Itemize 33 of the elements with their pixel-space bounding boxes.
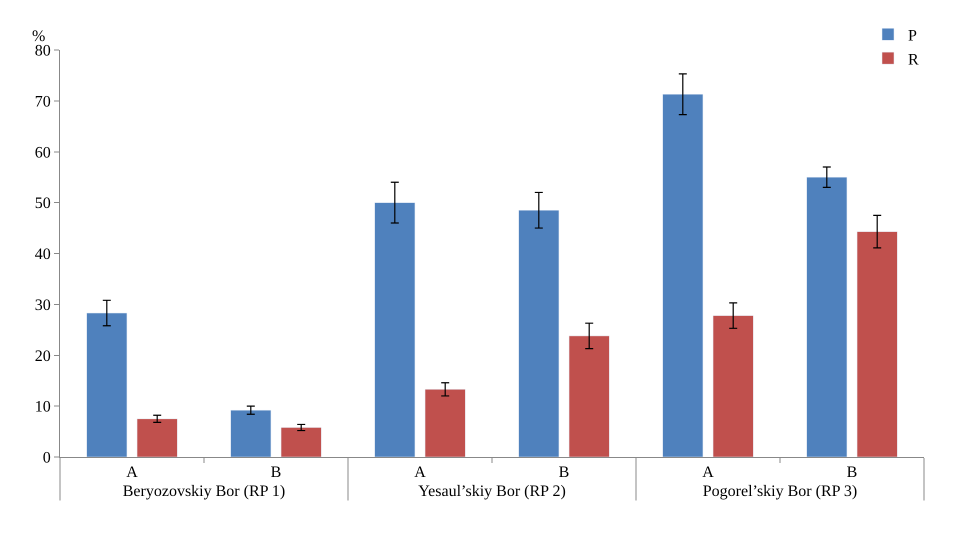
bar <box>136 418 178 457</box>
bar <box>856 231 898 457</box>
bar <box>568 336 610 457</box>
y-tick-label: 30 <box>34 296 51 314</box>
y-tick-label: 60 <box>34 144 51 162</box>
y-tick-label: 80 <box>34 42 51 60</box>
legend-label: P <box>908 28 917 45</box>
bar <box>280 427 322 457</box>
legend-label: R <box>908 51 919 68</box>
x-tick-label: B <box>846 464 858 482</box>
bar <box>518 210 560 457</box>
x-tick-label: A <box>702 464 714 482</box>
y-axis-title: % <box>32 28 46 45</box>
y-tick-label: 50 <box>34 195 51 212</box>
text: Pogorel’skiy Bor (RP 3) <box>702 483 858 500</box>
bar <box>662 94 704 457</box>
y-tick-label: 20 <box>34 348 51 365</box>
bar <box>230 410 272 457</box>
text: Yesaul’skiy Bor (RP 2) <box>418 483 566 500</box>
bar <box>424 389 466 457</box>
y-tick-label: 70 <box>34 93 51 110</box>
y-tick-label: 10 <box>34 398 51 416</box>
x-tick-label: A <box>126 464 138 482</box>
text: Beryozovskiy Bor (RP 1) <box>122 483 286 500</box>
x-tick-label: A <box>414 464 426 482</box>
y-tick-label: 40 <box>34 246 51 264</box>
y-tick-label: 0 <box>42 450 51 467</box>
bar <box>374 202 416 457</box>
bar <box>806 176 848 457</box>
bar <box>86 312 128 457</box>
x-tick-label: B <box>558 464 570 482</box>
bar <box>712 315 754 457</box>
x-tick-label: B <box>270 464 282 482</box>
